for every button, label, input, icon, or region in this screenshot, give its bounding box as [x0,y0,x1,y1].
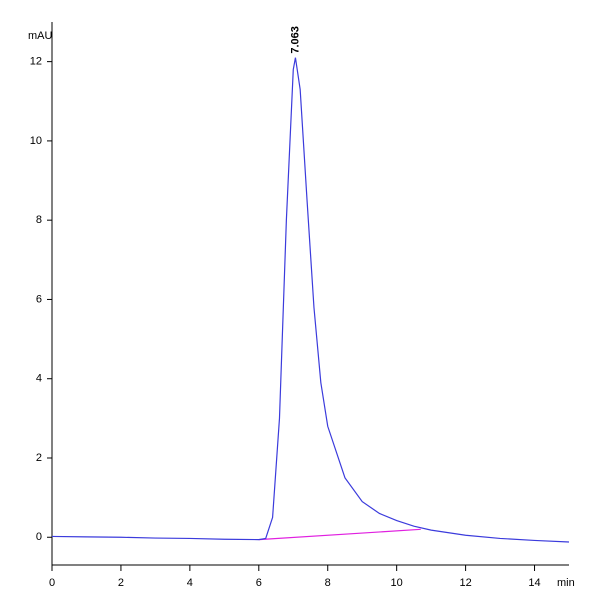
x-tick-label: 14 [528,577,540,589]
y-tick-label: 4 [36,373,42,385]
x-tick-label: 12 [459,577,471,589]
baseline [258,528,421,541]
y-axis-label: mAU [28,30,53,42]
x-tick-label: 6 [256,577,262,589]
x-tick-label: 10 [391,577,403,589]
y-tick-label: 6 [36,293,42,305]
y-tick-label: 2 [36,452,42,464]
y-tick-label: 12 [30,56,42,68]
peak-label: 7.063 [289,26,301,54]
y-tick-label: 0 [36,531,42,543]
y-tick-label: 8 [36,214,42,226]
x-axis-label: min [557,577,575,589]
x-tick-label: 8 [325,577,331,589]
x-tick-label: 4 [187,577,193,589]
x-tick-label: 0 [49,577,55,589]
y-tick-label: 10 [30,135,42,147]
chromatogram-line [51,57,570,543]
x-tick-label: 2 [118,577,124,589]
